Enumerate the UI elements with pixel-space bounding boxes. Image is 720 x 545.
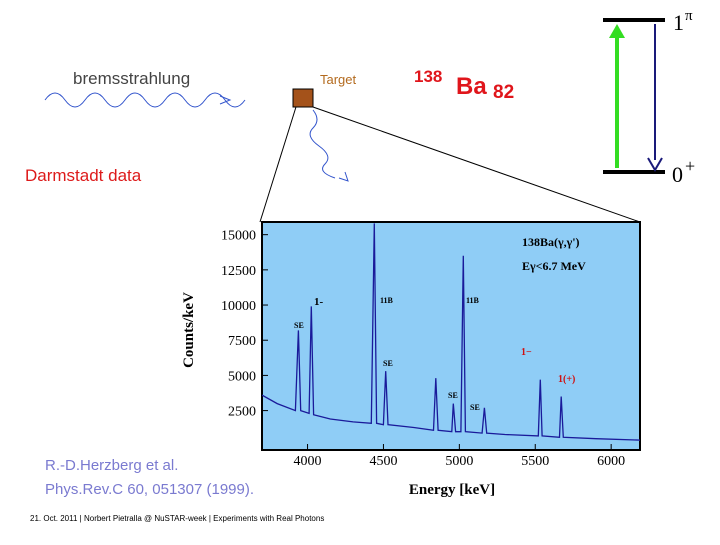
label: Target [320,72,357,87]
label: Ba [456,73,487,100]
annotation: 1(+) [558,374,575,385]
x-tick-label: 4500 [369,454,397,469]
y-tick-label: 10000 [221,299,256,314]
zoom-line [312,106,641,223]
x-tick-label: 5000 [445,454,473,469]
label: Phys.Rev.C 60, 051307 (1999). [45,481,254,498]
arrow [219,95,232,105]
x-tick-label: 6000 [597,454,625,469]
annotation: SE [470,403,480,412]
x-tick-label: 4000 [294,454,322,469]
y-axis-label: Counts/keV [181,292,197,368]
annotation: SE [448,391,458,400]
label: 1 [673,10,684,35]
y-tick-label: 15000 [221,229,256,244]
plot-area [261,221,641,451]
arrow-head [647,157,663,172]
y-tick-label: 12500 [221,264,256,279]
annotation: 1- [314,296,324,308]
target-box [292,88,314,108]
x-axis-label: Energy [keV] [409,482,495,498]
label: + [685,156,695,176]
label: π [685,8,693,24]
label: 138 [414,67,442,86]
annotation: 11B [466,296,480,305]
wave [44,92,246,108]
annotation: 138Ba(γ,γ') [522,235,580,249]
label: bremsstrahlung [73,69,190,88]
x-tick-label: 5500 [521,454,549,469]
annotation: 11B [380,296,394,305]
arrow-head [609,24,625,38]
zoom-line [259,106,297,223]
label: 0 [672,162,683,187]
annotation: SE [294,321,304,330]
label: Darmstadt data [25,166,142,185]
footer: 21. Oct. 2011 | Norbert Pietralla @ NuST… [30,514,324,523]
label: 82 [493,82,514,103]
annotation: Eγ<6.7 MeV [522,259,586,273]
annotation: 1− [521,347,532,358]
y-tick-label: 7500 [228,334,256,349]
wave [309,109,336,179]
y-tick-label: 2500 [228,405,256,420]
spectrum-line [262,223,640,441]
arrow [338,171,349,182]
label: R.-D.Herzberg et al. [45,457,178,474]
y-tick-label: 5000 [228,369,256,384]
annotation: SE [383,359,393,368]
